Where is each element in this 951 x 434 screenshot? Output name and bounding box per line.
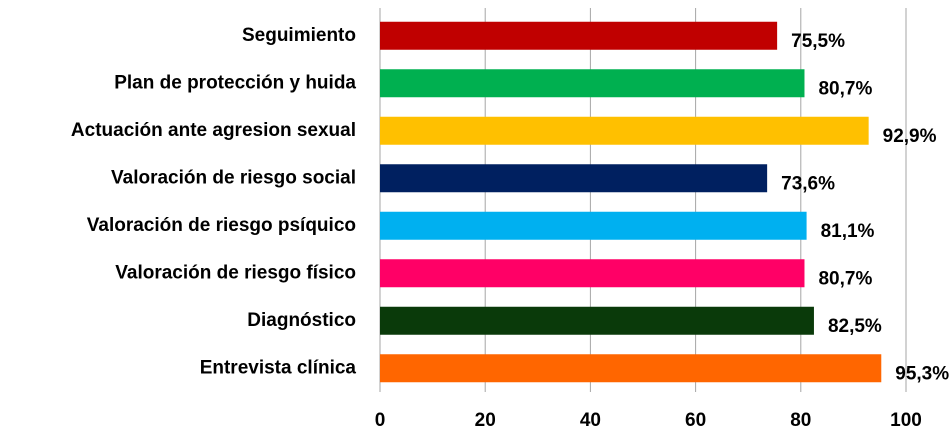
data-label: 80,7% <box>818 268 872 289</box>
bar <box>380 211 807 240</box>
y-tick-label: Actuación ante agresion sexual <box>71 120 356 141</box>
y-tick-label: Plan de protección y huida <box>114 72 356 93</box>
y-tick-label: Entrevista clínica <box>200 357 357 378</box>
y-tick-label: Seguimiento <box>242 25 356 46</box>
y-tick-label: Valoración de riesgo social <box>111 167 356 188</box>
bar <box>380 21 778 50</box>
data-label: 92,9% <box>883 126 937 147</box>
data-label: 75,5% <box>791 31 845 52</box>
x-tick-label: 60 <box>685 410 706 431</box>
bar <box>380 116 869 145</box>
data-label: 73,6% <box>781 173 835 194</box>
x-tick-label: 40 <box>580 410 601 431</box>
x-tick-label: 0 <box>375 410 386 431</box>
bar <box>380 164 768 193</box>
bar <box>380 354 882 383</box>
data-label: 80,7% <box>818 78 872 99</box>
x-tick-label: 80 <box>790 410 811 431</box>
data-label: 95,3% <box>895 363 949 384</box>
bar <box>380 69 805 98</box>
bar <box>380 306 814 335</box>
y-tick-label: Valoración de riesgo físico <box>115 262 356 283</box>
x-tick-label: 20 <box>475 410 496 431</box>
y-tick-label: Valoración de riesgo psíquico <box>87 215 356 236</box>
data-label: 82,5% <box>828 316 882 337</box>
data-label: 81,1% <box>821 221 875 242</box>
x-tick-label: 100 <box>890 410 922 431</box>
y-tick-label: Diagnóstico <box>247 310 356 331</box>
bar <box>380 259 805 288</box>
